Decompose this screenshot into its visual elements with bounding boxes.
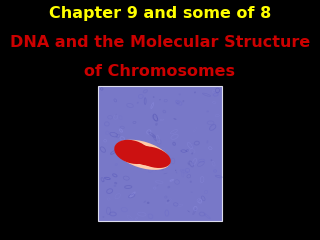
Ellipse shape (173, 118, 176, 120)
Ellipse shape (182, 100, 184, 102)
Ellipse shape (102, 216, 104, 218)
Ellipse shape (139, 147, 140, 148)
Bar (99, 86, 221, 221)
Ellipse shape (191, 192, 193, 193)
Ellipse shape (153, 96, 155, 98)
Ellipse shape (206, 110, 209, 112)
Text: Chapter 9 and some of 8: Chapter 9 and some of 8 (49, 6, 271, 21)
Ellipse shape (206, 140, 208, 144)
Ellipse shape (143, 201, 146, 203)
Ellipse shape (194, 91, 196, 93)
Ellipse shape (121, 144, 164, 166)
Ellipse shape (211, 159, 212, 161)
Ellipse shape (167, 200, 169, 202)
Ellipse shape (191, 152, 193, 154)
Ellipse shape (175, 170, 176, 171)
Ellipse shape (147, 202, 149, 204)
Ellipse shape (155, 168, 157, 171)
Ellipse shape (135, 146, 171, 168)
Text: DNA and the Molecular Structure: DNA and the Molecular Structure (10, 35, 310, 50)
Ellipse shape (190, 181, 192, 183)
Ellipse shape (115, 140, 170, 170)
Ellipse shape (102, 180, 105, 182)
Ellipse shape (176, 171, 177, 174)
Ellipse shape (137, 102, 139, 104)
Ellipse shape (179, 93, 181, 95)
Ellipse shape (114, 185, 116, 187)
Ellipse shape (155, 123, 158, 126)
Ellipse shape (114, 140, 151, 164)
Ellipse shape (164, 173, 167, 174)
Text: of Chromosomes: of Chromosomes (84, 64, 236, 79)
Ellipse shape (188, 162, 189, 165)
Ellipse shape (188, 210, 190, 212)
Ellipse shape (159, 99, 161, 100)
Ellipse shape (167, 186, 170, 188)
Ellipse shape (157, 185, 158, 186)
